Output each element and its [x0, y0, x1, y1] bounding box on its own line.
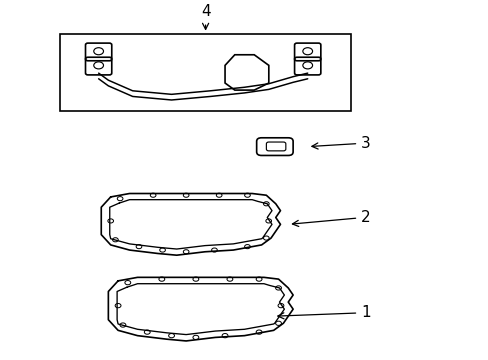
- Bar: [60, 33, 351, 111]
- Text: 2: 2: [292, 210, 370, 226]
- Text: 3: 3: [311, 136, 370, 150]
- Text: 1: 1: [277, 305, 370, 320]
- Text: 4: 4: [201, 4, 210, 30]
